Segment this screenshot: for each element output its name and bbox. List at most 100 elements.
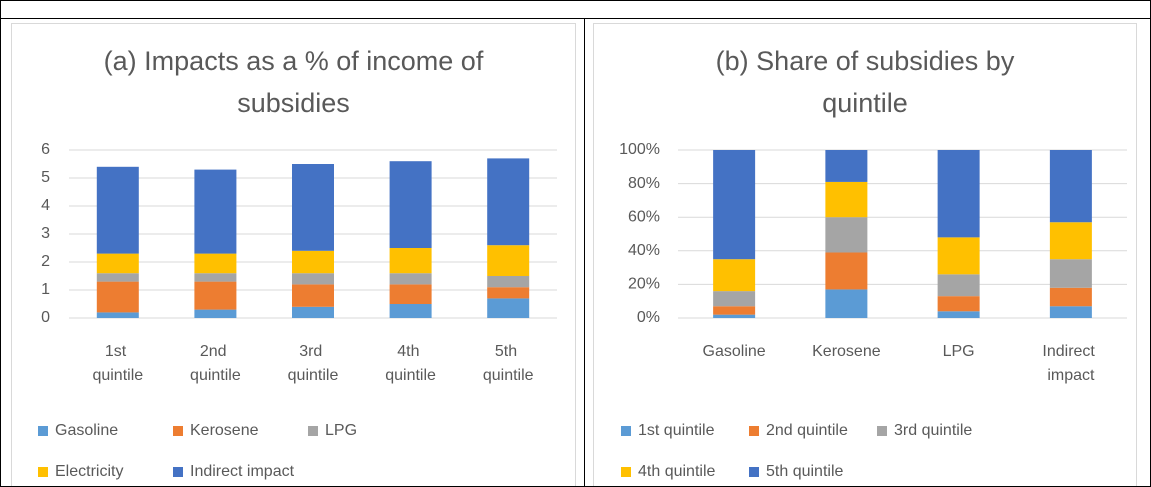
x-tick-label: 2nd quintile <box>190 343 241 384</box>
bar-segment <box>487 245 530 276</box>
y-tick-label: 5 <box>41 169 50 186</box>
legend-label: Kerosene <box>190 421 259 439</box>
x-tick-label: 3rd quintile <box>288 343 339 384</box>
bar-segment <box>1049 259 1092 288</box>
legend-label: Indirect impact <box>190 462 295 480</box>
y-tick-label: 40% <box>628 242 660 259</box>
legend-label: 5th quintile <box>766 462 844 480</box>
bar-segment <box>1049 222 1092 260</box>
bar-segment <box>1049 306 1092 318</box>
legend-item: Indirect impact <box>173 451 308 486</box>
legend-label: 4th quintile <box>638 462 716 480</box>
x-tick-label: 5th quintile <box>483 343 534 384</box>
bar-segment <box>825 150 868 182</box>
plot: 0 1 2 3 4 5 6 1st quintile 2nd quintile 3rd quint… <box>41 141 557 384</box>
bar-segment <box>194 253 237 274</box>
bar-segment <box>713 259 756 292</box>
y-tick-label: 0 <box>41 309 50 326</box>
bar-segment <box>937 237 980 275</box>
legend-swatch <box>173 466 183 477</box>
y-tick-label: 0% <box>637 309 660 326</box>
legend-label: Electricity <box>55 462 124 480</box>
frame-divider <box>584 18 585 486</box>
legend-swatch <box>877 425 887 436</box>
bar-segment <box>713 150 756 260</box>
bar-segment <box>487 276 530 288</box>
legend-swatch <box>621 466 631 477</box>
bar-segment <box>937 296 980 312</box>
chart-panel: (a) Impacts as a % of income of subsidie… <box>11 23 576 486</box>
bar-segment <box>1049 287 1092 307</box>
bar-segment <box>292 164 334 251</box>
legend-label: Gasoline <box>55 421 119 439</box>
bar-segment <box>96 253 139 274</box>
bar-segment <box>713 314 756 318</box>
legend-swatch <box>749 466 759 477</box>
legend-swatch <box>38 425 48 436</box>
bar-segment <box>96 273 139 282</box>
bar-segment <box>194 281 237 310</box>
y-tick-label: 4 <box>41 197 50 214</box>
bar-segment <box>292 273 334 285</box>
bar-segment <box>194 309 237 318</box>
plot: 0% 20% 40% 60% 80% 100% Gasoline Kerosene LPG Ind… <box>619 141 1127 384</box>
legend-swatch <box>749 425 759 436</box>
legend-item: Gasoline <box>38 410 173 451</box>
y-tick-label: 6 <box>41 141 50 158</box>
bar-segment <box>292 250 334 274</box>
legend-label: 1st quintile <box>638 421 715 439</box>
x-tick-label: Gasoline <box>703 343 766 360</box>
bar-segment <box>389 161 432 248</box>
legend-swatch <box>173 425 183 436</box>
legend-item: 5th quintile <box>749 451 877 486</box>
bar-segment <box>487 158 530 246</box>
y-tick-label: 20% <box>628 276 660 293</box>
legend-swatch <box>308 425 318 436</box>
bar-segment <box>825 252 868 290</box>
legend-item: LPG <box>308 410 443 451</box>
bar-segment <box>292 284 334 307</box>
y-tick-label: 60% <box>628 208 660 225</box>
bar-segment <box>194 273 237 282</box>
bar-segment <box>713 306 756 315</box>
x-tick-label: LPG <box>943 343 975 360</box>
bar-segment <box>389 273 432 285</box>
bar-segment <box>825 289 868 318</box>
bar-segment <box>713 291 756 307</box>
bar-segment <box>96 281 139 313</box>
bar-segment <box>937 311 980 318</box>
bar-segment <box>487 298 530 318</box>
bar-segment <box>96 166 139 254</box>
bar-segment <box>937 274 980 297</box>
y-tick-label: 2 <box>41 253 50 270</box>
x-tick-label: 1st quintile <box>92 343 143 384</box>
bar-segment <box>96 312 139 318</box>
chart-panel: (b) Share of subsidies by quintile 0% 20%… <box>593 23 1137 486</box>
bar-segment <box>194 169 237 254</box>
legend-item: 3rd quintile <box>877 410 1005 451</box>
legend-item: 2nd quintile <box>749 410 877 451</box>
x-tick-label: Indirect impact <box>1042 343 1099 384</box>
legend: Gasoline Kerosene LPG Electricity Indirect i… <box>38 410 458 486</box>
legend-item: Electricity <box>38 451 173 486</box>
legend-label: 3rd quintile <box>894 421 973 439</box>
bar-segment <box>825 181 868 218</box>
chart-title: (a) Impacts as a % of income of subsidie… <box>103 46 484 118</box>
legend-item: 1st quintile <box>621 410 749 451</box>
legend-swatch <box>621 425 631 436</box>
legend-label: LPG <box>325 421 358 439</box>
chart-title: (b) Share of subsidies by quintile <box>715 46 1015 118</box>
legend-item: Kerosene <box>173 410 308 451</box>
y-tick-label: 80% <box>628 175 660 192</box>
bar-segment <box>389 304 432 318</box>
bar-segment <box>292 306 334 318</box>
x-tick-label: 4th quintile <box>385 343 436 384</box>
bar-segment <box>389 248 432 274</box>
x-tick-label: Kerosene <box>812 343 881 360</box>
bar-segment <box>1049 150 1092 223</box>
bar-segment <box>487 287 530 299</box>
legend-label: 2nd quintile <box>766 421 848 439</box>
bar-segment <box>937 150 980 238</box>
legend-item: 4th quintile <box>621 451 749 486</box>
